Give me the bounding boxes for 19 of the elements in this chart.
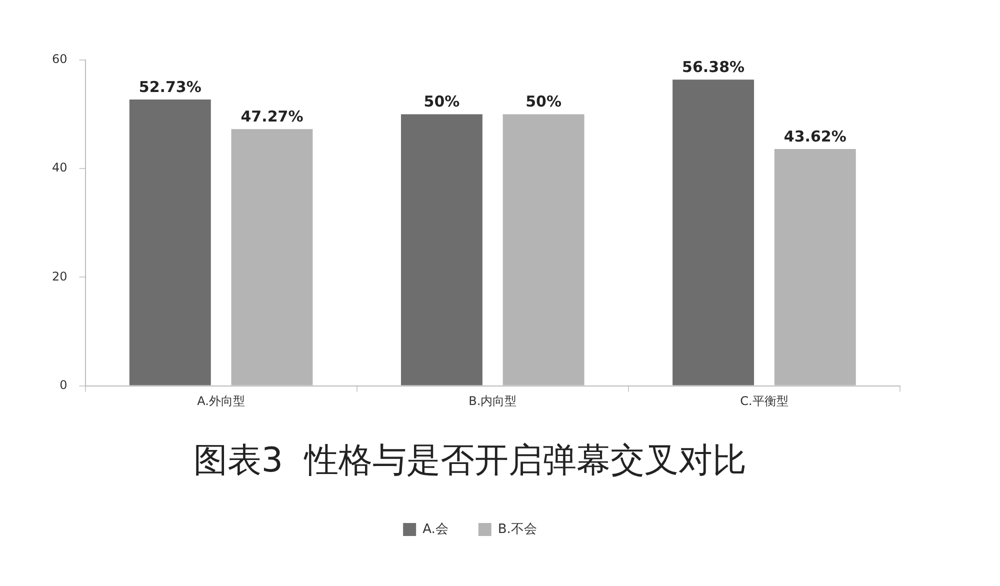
y-tick-label: 0 (60, 378, 68, 392)
bar (129, 99, 211, 386)
y-tick-label: 40 (52, 160, 68, 175)
data-label: 50% (526, 92, 562, 111)
text: 图表3 性格与是否开启弹幕交叉对比 (193, 440, 747, 480)
legend-label: B.不会 (498, 522, 537, 537)
x-tick-label: B.内向型 (468, 394, 517, 408)
y-tick-label: 20 (52, 269, 68, 284)
y-tick-label: 60 (52, 52, 68, 66)
data-label: 47.27% (240, 108, 304, 126)
data-label: 56.38% (682, 58, 745, 76)
x-tick-label: A.外向型 (197, 394, 245, 408)
bar (400, 114, 482, 386)
x-tick-label: C.平衡型 (740, 394, 788, 408)
bar (672, 80, 754, 386)
data-label: 52.73% (138, 78, 202, 96)
data-label: 43.62% (784, 127, 846, 146)
legend-label: A.会 (422, 522, 448, 537)
data-label: 50% (424, 92, 460, 111)
